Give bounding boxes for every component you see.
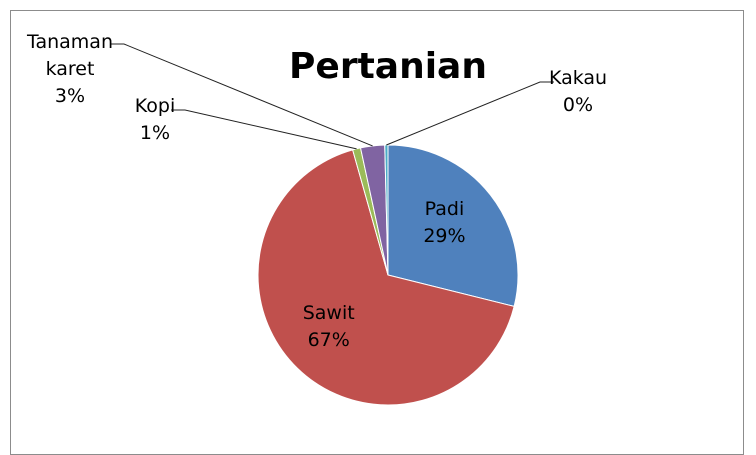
leader-line-kopi [171,109,357,150]
data-label-padi: Padi 29% [423,198,465,247]
leader-line-tanaman-karet [110,43,373,147]
pie-slice-padi [387,144,519,308]
leader-line-kakau [386,81,554,146]
data-label-kakau: Kakau 0% [549,67,607,116]
leader-lines [110,43,554,150]
data-label-tanaman-karet: Tanaman karet 3% [26,31,113,107]
data-label-kopi: Kopi 1% [135,95,175,144]
pie-slice-kakau [384,144,389,276]
pie-slice-sawit [257,149,515,406]
data-label-sawit: Sawit 67% [303,302,355,351]
data-labels: Padi 29% Sawit 67% Kopi 1% Tanaman karet 3% Kakau… [26,31,607,351]
pie-slices [257,144,519,406]
chart-title: Pertanian [289,46,487,87]
